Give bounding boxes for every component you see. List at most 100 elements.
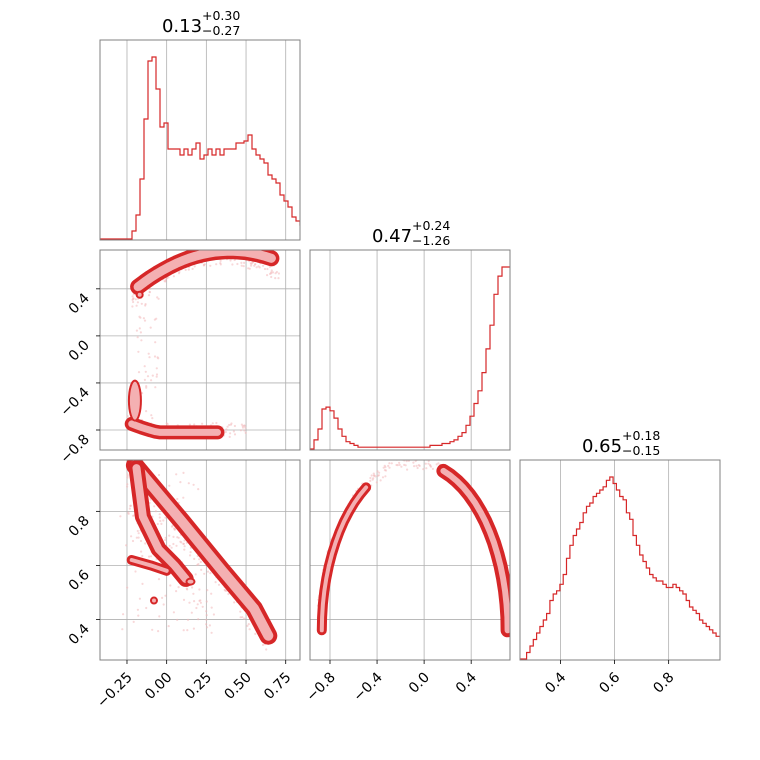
scatter-sample bbox=[215, 263, 218, 266]
scatter-sample bbox=[132, 620, 135, 623]
scatter-sample bbox=[424, 457, 426, 459]
scatter-sample bbox=[413, 465, 416, 468]
scatter-sample bbox=[197, 618, 200, 621]
scatter-sample bbox=[182, 598, 186, 601]
param-title-median: 0.13 bbox=[162, 16, 202, 37]
scatter-sample bbox=[175, 590, 178, 593]
scatter-sample bbox=[382, 466, 385, 469]
scatter-sample bbox=[158, 615, 161, 618]
scatter-sample bbox=[164, 536, 167, 539]
scatter-sample bbox=[241, 616, 244, 619]
scatter-sample bbox=[156, 522, 159, 526]
scatter-sample bbox=[233, 601, 236, 604]
scatter-sample bbox=[176, 497, 179, 501]
scatter-sample bbox=[377, 474, 380, 477]
scatter-sample bbox=[175, 473, 178, 476]
scatter-sample bbox=[172, 535, 175, 538]
scatter-sample bbox=[431, 467, 434, 470]
scatter-sample bbox=[179, 481, 182, 484]
scatter-sample bbox=[125, 544, 128, 547]
scatter-sample bbox=[155, 317, 158, 320]
scatter-sample bbox=[140, 339, 143, 342]
scatter-sample bbox=[145, 386, 148, 389]
scatter-sample bbox=[226, 425, 229, 428]
density-contour bbox=[129, 558, 169, 573]
scatter-sample bbox=[143, 319, 147, 322]
param-title-lower-error: −0.15 bbox=[622, 443, 660, 458]
scatter-sample bbox=[137, 614, 140, 617]
density-panel-1-3 bbox=[96, 459, 301, 664]
scatter-sample bbox=[131, 539, 135, 543]
density-contour bbox=[129, 460, 274, 641]
scatter-sample bbox=[422, 468, 425, 471]
scatter-sample bbox=[266, 267, 269, 271]
scatter-sample bbox=[162, 519, 165, 522]
scatter-sample bbox=[186, 588, 189, 591]
histogram-series bbox=[100, 56, 300, 240]
density-contour bbox=[440, 467, 510, 634]
y-tick-label: 0.8 bbox=[66, 513, 93, 540]
scatter-sample bbox=[126, 485, 129, 488]
scatter-sample bbox=[137, 371, 141, 374]
x-tick-label: 0.6 bbox=[596, 669, 623, 696]
scatter-sample bbox=[248, 628, 251, 631]
hist-panel-1 bbox=[99, 39, 301, 241]
histogram-series bbox=[520, 476, 720, 660]
scatter-sample bbox=[206, 589, 209, 592]
scatter-sample bbox=[405, 460, 408, 463]
scatter-sample bbox=[258, 266, 261, 269]
scatter-sample bbox=[167, 625, 170, 628]
scatter-sample bbox=[172, 542, 175, 546]
y-tick-label: 0.6 bbox=[66, 567, 93, 594]
scatter-sample bbox=[219, 262, 222, 265]
scatter-sample bbox=[169, 584, 172, 587]
scatter-sample bbox=[147, 352, 150, 355]
scatter-sample bbox=[126, 476, 129, 479]
scatter-sample bbox=[146, 375, 150, 378]
y-tick-label: 0.4 bbox=[66, 290, 93, 317]
scatter-sample bbox=[215, 421, 218, 425]
scatter-sample bbox=[150, 379, 153, 382]
scatter-sample bbox=[155, 375, 158, 378]
scatter-sample bbox=[429, 464, 432, 467]
scatter-sample bbox=[210, 631, 213, 634]
scatter-sample bbox=[236, 262, 239, 266]
scatter-sample bbox=[177, 586, 180, 589]
scatter-sample bbox=[378, 471, 381, 474]
scatter-sample bbox=[247, 267, 250, 270]
scatter-sample bbox=[203, 572, 206, 575]
scatter-sample bbox=[243, 617, 246, 620]
axes-frame bbox=[309, 459, 511, 661]
scatter-sample bbox=[254, 632, 257, 635]
scatter-sample bbox=[136, 301, 139, 304]
scatter-sample bbox=[243, 261, 246, 264]
scatter-sample bbox=[270, 272, 273, 275]
scatter-sample bbox=[139, 539, 143, 543]
scatter-sample bbox=[160, 522, 163, 525]
scatter-sample bbox=[151, 628, 154, 631]
scatter-sample bbox=[387, 464, 390, 467]
scatter-sample bbox=[121, 628, 124, 631]
scatter-sample bbox=[168, 544, 171, 547]
scatter-sample bbox=[418, 455, 420, 457]
param-title-median: 0.47 bbox=[372, 226, 412, 247]
x-tick-label: 0.4 bbox=[453, 669, 480, 696]
scatter-sample bbox=[182, 496, 185, 499]
scatter-sample bbox=[198, 588, 201, 591]
density-contour bbox=[185, 577, 196, 586]
scatter-sample bbox=[229, 423, 232, 426]
scatter-sample bbox=[150, 414, 153, 417]
scatter-sample bbox=[168, 534, 171, 537]
scatter-sample bbox=[128, 507, 131, 510]
scatter-sample bbox=[381, 476, 385, 479]
scatter-sample bbox=[194, 573, 197, 576]
scatter-sample bbox=[172, 275, 175, 278]
scatter-sample bbox=[406, 468, 409, 471]
scatter-sample bbox=[203, 263, 206, 266]
scatter-sample bbox=[193, 423, 196, 426]
scatter-sample bbox=[417, 464, 420, 467]
scatter-sample bbox=[243, 424, 246, 427]
scatter-sample bbox=[126, 483, 129, 486]
x-tick-label: 0.25 bbox=[182, 670, 215, 703]
